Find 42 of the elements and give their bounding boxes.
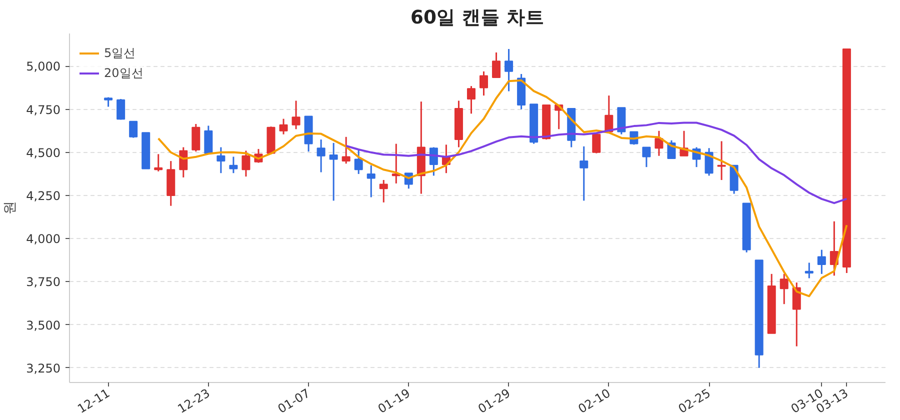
legend-label: 5일선 [104,44,136,62]
candlestick [116,98,126,120]
candlestick [580,146,588,202]
y-tick-label: 4,000 [26,232,61,246]
candlestick [804,262,814,279]
candlestick [792,282,801,348]
candlestick [154,153,163,172]
candlestick [216,146,226,174]
candlestick [379,179,388,204]
candlestick [316,138,326,173]
candlestick [466,85,476,114]
candlestick [292,100,300,130]
y-tick-label: 4,750 [26,102,61,117]
candlestick [342,136,350,164]
candlestick [780,273,788,305]
candlestick [179,146,188,178]
legend-label: 20일선 [104,64,144,82]
candlestick [480,70,488,96]
y-tick-label: 5,000 [26,60,61,74]
chart-title: 60일 캔들 차트 [410,8,544,28]
y-tick-label: 4,250 [26,189,61,204]
candlestick [492,52,501,78]
candlestick [366,164,376,198]
candlestick [229,156,238,174]
candlestick [279,118,288,136]
y-tick-label: 4,500 [26,146,61,160]
candlestick [654,130,664,157]
candlestick [329,142,338,202]
y-tick-label: 3,500 [26,318,61,332]
y-tick-label: 3,750 [26,275,61,290]
candlestick [129,120,138,139]
y-axis-title: 원 [3,202,18,214]
candlestick [504,48,514,92]
candlestick [642,146,651,168]
y-tick-label: 3,250 [26,361,61,376]
candlestick [242,150,250,178]
candlestick [192,123,200,152]
candlestick [592,134,601,154]
candlestick [204,124,213,155]
candlestick [817,249,826,275]
candlestick [704,147,714,176]
candlestick [354,148,363,175]
